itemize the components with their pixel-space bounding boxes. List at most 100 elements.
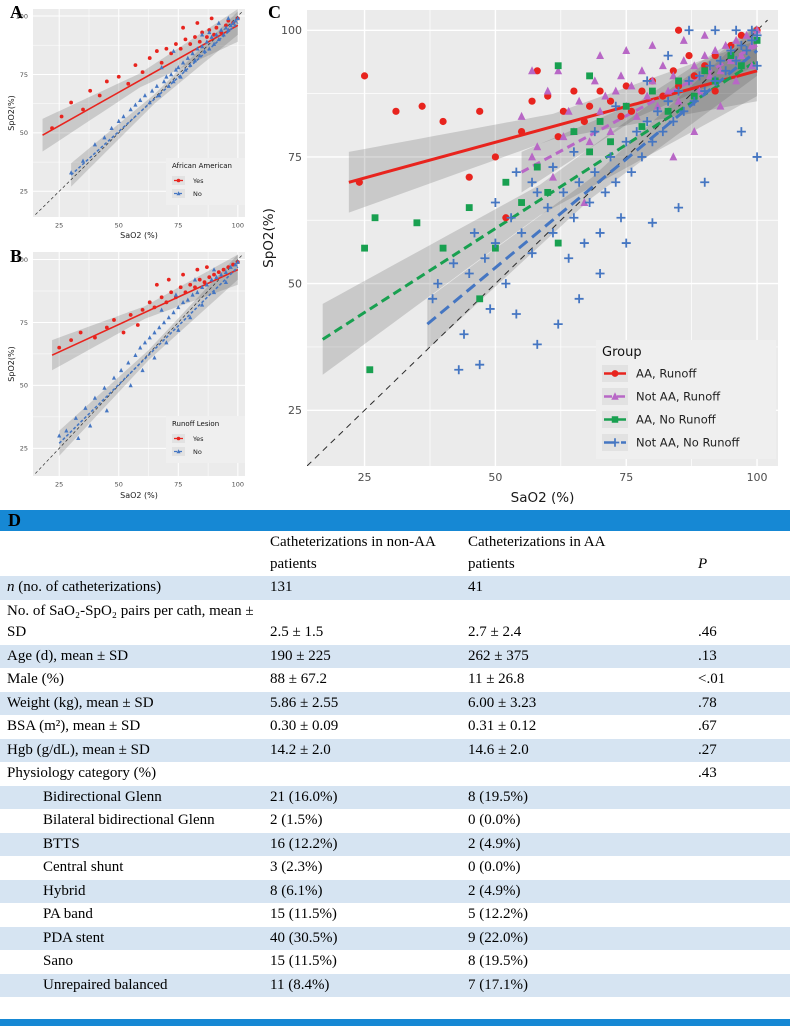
- table-row: Hgb (g/dL), mean ± SD 14.2 ± 2.0 14.6 ± 2.…: [0, 738, 790, 762]
- cell-aa: 2 (4.9%): [468, 882, 521, 899]
- table-row: Male (%) 88 ± 67.2 11 ± 26.8 <.01: [0, 668, 790, 692]
- results-table: Catheterizations in non-AA patients Cathe…: [0, 531, 790, 997]
- svg-text:African American: African American: [172, 162, 232, 170]
- svg-text:SaO2 (%): SaO2 (%): [120, 231, 158, 240]
- svg-text:100: 100: [232, 481, 244, 489]
- row-label: No. of SaO₂-SpO₂ pairs per cath, mean ± …: [7, 602, 254, 641]
- svg-text:AA, No Runoff: AA, No Runoff: [636, 413, 717, 427]
- row-label: BSA (m²), mean ± SD: [7, 718, 141, 734]
- cell-p: .43: [698, 765, 717, 781]
- cell-non-aa: 8 (6.1%): [270, 882, 323, 899]
- table-row: Bilateral bidirectional Glenn 2 (1.5%) 0 (…: [0, 809, 790, 833]
- cell-p: [656, 903, 790, 927]
- row-label: PDA stent: [43, 929, 105, 946]
- cell-non-aa: 16 (12.2%): [270, 835, 338, 852]
- row-label: Physiology category (%): [7, 765, 157, 781]
- cell-non-aa: 14.2 ± 2.0: [270, 741, 331, 758]
- svg-text:75: 75: [20, 319, 28, 327]
- table-row: Weight (kg), mean ± SD 5.86 ± 2.55 6.00 ± …: [0, 691, 790, 715]
- cell-p: .46: [698, 624, 717, 640]
- svg-text:50: 50: [115, 481, 123, 489]
- table-wrap: Catheterizations in non-AA patients Cathe…: [0, 531, 790, 997]
- cell-non-aa: 190 ± 225: [270, 647, 331, 664]
- table-row: Sano 15 (11.5%) 8 (19.5%): [0, 950, 790, 974]
- svg-text:100: 100: [16, 12, 28, 20]
- col-header-2: Catheterizations in AA patients: [468, 534, 605, 572]
- table-row: Bidirectional Glenn 21 (16.0%) 8 (19.5%): [0, 785, 790, 810]
- svg-text:50: 50: [288, 278, 302, 291]
- row-label: Weight (kg), mean ± SD: [7, 694, 154, 711]
- svg-text:SpO2(%): SpO2(%): [7, 95, 16, 130]
- panel-a-chart: 25 25 50 50 75 75 100 100 SaO2 (%) SpO2(%) African…: [6, 2, 252, 244]
- cell-non-aa: 3 (2.3%): [270, 859, 323, 875]
- cell-non-aa: [266, 762, 464, 786]
- row-label: Sano: [43, 953, 73, 969]
- table-row: BSA (m²), mean ± SD 0.30 ± 0.09 0.31 ± 0.1…: [0, 715, 790, 739]
- cell-non-aa: 40 (30.5%): [270, 929, 338, 946]
- svg-text:Yes: Yes: [192, 435, 204, 443]
- cell-aa: 5 (12.2%): [468, 906, 528, 922]
- svg-text:Group: Group: [602, 345, 642, 360]
- svg-text:75: 75: [174, 222, 182, 230]
- row-label: Male (%): [7, 671, 65, 687]
- table-row: Central shunt 3 (2.3%) 0 (0.0%): [0, 856, 790, 880]
- table-row: PA band 15 (11.5%) 5 (12.2%): [0, 903, 790, 927]
- cell-p: [656, 786, 790, 810]
- svg-text:Runoff Lesion: Runoff Lesion: [172, 420, 219, 428]
- row-label: Central shunt: [43, 859, 124, 875]
- panel-a-label: A: [10, 2, 23, 22]
- cell-non-aa: 15 (11.5%): [270, 906, 337, 922]
- row-label: Age (d), mean ± SD: [7, 647, 129, 664]
- cell-non-aa: 5.86 ± 2.55: [270, 694, 339, 711]
- cell-p: .78: [698, 694, 717, 711]
- cell-aa: 7 (17.1%): [468, 976, 528, 993]
- cell-aa: 2 (4.9%): [468, 835, 521, 852]
- row-label: BTTS: [43, 835, 80, 852]
- svg-text:No: No: [193, 190, 202, 198]
- svg-text:Yes: Yes: [192, 177, 204, 185]
- svg-text:25: 25: [288, 404, 302, 417]
- panel-c-label: C: [268, 2, 281, 22]
- panel-b-legend: Runoff Lesion Yes No: [166, 416, 245, 463]
- cell-non-aa: 2 (1.5%): [270, 812, 323, 828]
- cell-aa: 8 (19.5%): [468, 788, 528, 805]
- svg-text:25: 25: [20, 188, 28, 196]
- cell-aa: 2.7 ± 2.4: [468, 624, 522, 640]
- svg-text:75: 75: [20, 71, 28, 79]
- panel-c-legend: Group AA, Runoff Not AA, Runoff AA, No Runo…: [596, 340, 776, 459]
- panel-b-label: B: [10, 246, 23, 266]
- table-row: Physiology category (%) .43: [0, 762, 790, 786]
- cell-aa: 0 (0.0%): [468, 859, 521, 875]
- cell-non-aa: 15 (11.5%): [270, 953, 337, 969]
- panel-d-label: D: [8, 510, 21, 530]
- table-row: n (no. of catheterizations) 131 41: [0, 576, 790, 600]
- cell-p: [656, 974, 790, 998]
- svg-text:SpO2(%): SpO2(%): [261, 208, 277, 268]
- svg-text:25: 25: [358, 471, 372, 484]
- cell-aa: 11 ± 26.8: [468, 671, 525, 687]
- table-row: Age (d), mean ± SD 190 ± 225 262 ± 375 .13: [0, 644, 790, 668]
- cell-p: .27: [698, 741, 717, 758]
- table-body: n (no. of catheterizations) 131 41 No. of S…: [0, 576, 790, 997]
- row-label: Unrepaired balanced: [43, 976, 168, 993]
- svg-text:75: 75: [288, 151, 302, 164]
- cell-p: .67: [698, 718, 717, 734]
- svg-text:100: 100: [747, 471, 768, 484]
- row-label: Bidirectional Glenn: [43, 788, 162, 805]
- cell-aa: 0.31 ± 0.12: [468, 718, 537, 734]
- svg-text:50: 50: [20, 382, 28, 390]
- svg-text:75: 75: [619, 471, 633, 484]
- table-footer-bar: [0, 1019, 790, 1026]
- cell-aa: 14.6 ± 2.0: [468, 741, 529, 758]
- svg-text:SpO2(%): SpO2(%): [7, 346, 16, 381]
- row-label: Bilateral bidirectional Glenn: [43, 812, 215, 828]
- svg-text:No: No: [193, 448, 202, 456]
- panel-a-svg: 25 25 50 50 75 75 100 100 SaO2 (%) SpO2(%) African…: [7, 9, 245, 240]
- svg-text:50: 50: [20, 129, 28, 137]
- svg-text:SaO2 (%): SaO2 (%): [120, 491, 158, 500]
- table-header-bar: D: [0, 510, 790, 531]
- cell-aa: [464, 762, 656, 786]
- cell-aa: 262 ± 375: [468, 647, 529, 664]
- svg-text:SaO2 (%): SaO2 (%): [511, 490, 575, 506]
- svg-text:100: 100: [281, 24, 302, 37]
